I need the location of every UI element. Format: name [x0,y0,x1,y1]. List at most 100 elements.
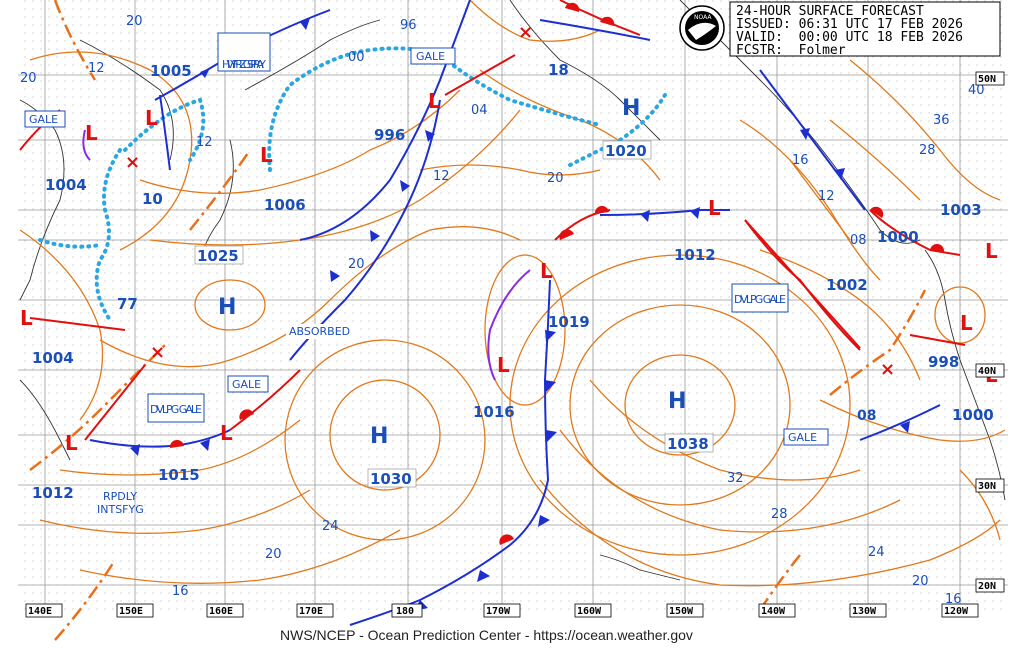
high-pressure-label: 1038 [667,435,709,453]
low-pressure-label: 08 [857,408,876,424]
annotations: ABSORBED RPDLY INTSFYG [97,324,356,516]
header-valid: VALID: 00:00 UTC 18 FEB 2026 [736,30,963,45]
low-marker: L [220,421,233,445]
isobar-value: 20 [126,14,143,29]
low-pressure-label: 1003 [940,201,982,219]
high-pressure-label: 1030 [370,470,412,488]
low-marker: L [85,121,98,145]
latitude-label: 40N [978,366,996,377]
gale-label: GALE [788,431,817,444]
isobar-value: 12 [88,61,105,76]
header-issued: ISSUED: 06:31 UTC 17 FEB 2026 [736,17,963,32]
longitude-label: 120W [944,606,969,617]
pressure-labels: 1025 1030 1038 1020 77 1005 996 1004 100… [32,61,994,502]
high-marker: H [668,389,686,414]
low-centers: L L L L L L L L L L L L L × × × × [20,22,998,455]
longitude-label: 150W [669,606,694,617]
longitude-label: 170E [299,606,323,617]
longitude-label: 130W [852,606,877,617]
low-x-marker: × [518,22,533,43]
warning-boxes: GALE HVY FRZG SPRAY GALE GALE DVLPG GALE… [24,32,829,446]
low-pressure-label: 1000 [952,406,994,424]
gale-label: GALE [416,50,445,63]
isobar-value: 12 [818,189,835,204]
heavy-freezing-spray-label: HVY FRZG SPRAY [222,58,266,71]
low-marker: L [540,259,553,283]
isobar-value: 20 [20,71,37,86]
isobar-value: 12 [433,169,450,184]
longitude-label: 180 [396,606,414,617]
gale-label: GALE [29,113,58,126]
low-x-marker: × [150,342,165,363]
header-title: 24-HOUR SURFACE FORECAST [736,4,924,19]
isobar-value: 16 [172,584,189,599]
isobar-value: 16 [945,592,962,607]
rapidly-label: RPDLY [103,490,137,503]
low-marker: L [65,431,78,455]
isobar-value: 00 [348,50,365,65]
isobar-values: 20 12 20 12 96 00 04 12 20 20 16 12 40 3… [20,14,985,607]
low-pressure-label: 1005 [150,62,192,80]
occluded-fronts [82,129,531,381]
footer-credit: NWS/NCEP - Ocean Prediction Center - htt… [280,627,693,643]
longitude-labels: 140E 150E 160E 170E 180 170W 160W 150W 1… [25,603,979,618]
gale-label: GALE [232,378,261,391]
latitude-label: 50N [978,74,996,85]
low-pressure-label: 18 [548,61,569,79]
low-pressure-label: 1004 [32,349,74,367]
low-pressure-label: 1015 [158,466,200,484]
latitude-label: 20N [978,581,996,592]
isobar-value: 08 [850,233,867,248]
longitude-label: 140W [761,606,786,617]
high-pressure-label: 77 [117,295,138,313]
developing-gale-label: DVLPG GALE [150,403,202,416]
storm-tracks [29,54,966,441]
longitude-label: 160W [577,606,602,617]
isobar-value: 28 [771,507,788,522]
developing-gale-label: DVLPG GALE [734,293,786,306]
low-marker: L [20,306,33,330]
isobar-value: 28 [919,143,936,158]
isobars [19,0,1006,587]
isobar-value: 12 [196,135,213,150]
longitude-label: 170W [486,606,511,617]
high-marker: H [218,295,236,320]
isobar-value: 96 [400,18,417,33]
low-pressure-label: 1006 [264,196,306,214]
warm-front-bumps [169,2,945,545]
low-pressure-label: 10 [142,190,163,208]
latitude-labels: 50N 40N 30N 20N [975,71,1005,593]
isobar-value: 40 [968,83,985,98]
isobar-value: 32 [727,471,744,486]
intensifying-label: INTSFYG [97,503,144,516]
low-marker: L [145,106,158,130]
low-x-marker: × [125,152,140,173]
absorbed-label: ABSORBED [289,325,350,338]
low-pressure-label: 1019 [548,313,590,331]
low-marker: L [985,239,998,263]
low-marker: L [260,143,273,167]
low-marker: L [428,89,441,113]
longitude-label: 140E [28,606,52,617]
troughs [29,0,927,641]
low-marker: L [960,311,973,335]
isobar-value: 20 [348,257,365,272]
longitude-label: 160E [209,606,233,617]
isobar-value: 20 [912,574,929,589]
low-pressure-label: 1012 [32,484,74,502]
high-marker: H [370,424,388,449]
noaa-logo: NOAA [679,5,725,51]
low-x-marker: × [880,359,895,380]
low-marker: L [497,353,510,377]
isobar-value: 16 [792,153,809,168]
low-pressure-label: 996 [374,126,405,144]
low-pressure-label: 998 [928,353,959,371]
high-pressure-label: 1020 [605,142,647,160]
longitude-label: 150E [119,606,143,617]
low-marker: L [708,196,721,220]
isobar-value: 24 [322,519,339,534]
ice-edge [38,46,667,322]
low-pressure-label: 1016 [473,403,515,421]
low-pressure-label: 1012 [674,246,716,264]
